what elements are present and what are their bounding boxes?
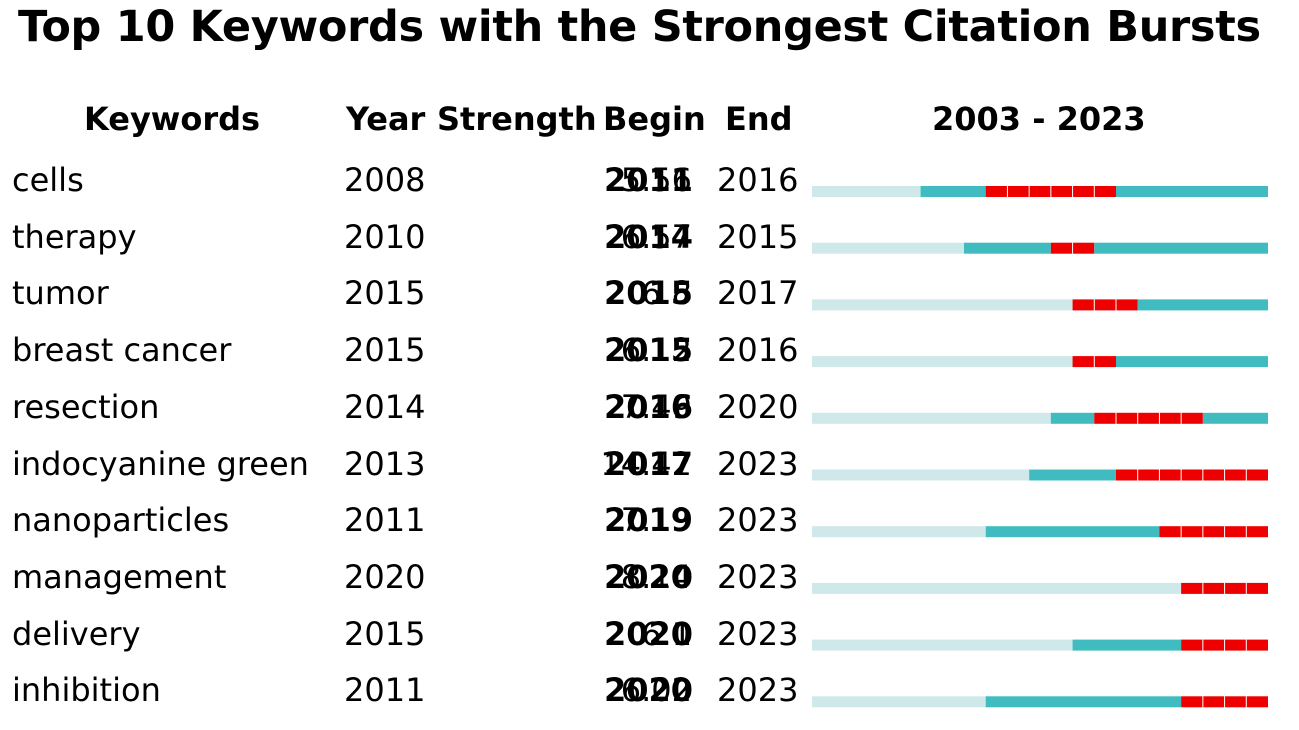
header-end: End [725, 100, 793, 138]
strength-cell: 7.49 [620, 387, 692, 426]
keyword-cell: delivery [12, 614, 141, 653]
strength-cell: 6.1 [641, 614, 692, 653]
end-cell: 2016 [717, 331, 799, 370]
begin-cell: 2015 [604, 274, 694, 313]
timeline-active-bar [1072, 639, 1182, 651]
strength-cell: 6.12 [620, 331, 692, 370]
end-cell: 2023 [717, 614, 799, 653]
timeline-inactive-bar [812, 412, 1051, 424]
strength-cell: 7.19 [620, 501, 692, 540]
header-year-range: 2003 - 2023 [932, 100, 1146, 138]
timeline-inactive-bar [812, 242, 964, 254]
keyword-cell: cells [12, 161, 84, 199]
timeline-active-bar [1050, 412, 1095, 424]
timeline-active-bar [964, 242, 1051, 254]
timeline-active-bar [1137, 299, 1268, 311]
timeline-inactive-bar [812, 299, 1073, 311]
year-cell: 2008 [344, 161, 426, 199]
end-cell: 2023 [717, 444, 799, 483]
strength-cell: 6.57 [620, 217, 692, 256]
begin-cell: 2020 [604, 614, 694, 653]
year-cell: 2010 [344, 217, 426, 256]
timeline-active-bar [985, 696, 1182, 708]
timeline-active-bar [985, 526, 1160, 538]
timeline-active-bar [1029, 469, 1116, 481]
keyword-cell: breast cancer [12, 331, 232, 370]
begin-cell: 2011 [604, 161, 694, 199]
burst-bar [1159, 526, 1268, 538]
year-cell: 2013 [344, 444, 426, 483]
keyword-cell: indocyanine green [12, 444, 309, 483]
strength-cell: 6.02 [620, 671, 692, 710]
keyword-cell: therapy [12, 217, 137, 256]
timeline-inactive-bar [812, 356, 1073, 368]
end-cell: 2020 [717, 387, 799, 426]
timeline-inactive-bar [812, 639, 1073, 651]
begin-cell: 2015 [604, 331, 694, 370]
timeline-active-bar [1094, 242, 1268, 254]
begin-cell: 2020 [604, 557, 694, 596]
begin-cell: 2016 [604, 387, 694, 426]
timeline-inactive-bar [812, 696, 986, 708]
keyword-cell: nanoparticles [12, 501, 230, 540]
year-cell: 2011 [344, 671, 426, 710]
year-cell: 2015 [344, 614, 426, 653]
begin-cell: 2017 [604, 444, 694, 483]
keyword-cell: management [12, 557, 227, 596]
year-cell: 2011 [344, 501, 426, 540]
header-begin: Begin [603, 100, 706, 138]
strength-cell: 14.42 [600, 444, 692, 483]
end-cell: 2016 [717, 161, 799, 199]
strength-cell: 5.56 [620, 161, 692, 199]
burst-bar [1116, 469, 1268, 481]
begin-cell: 2020 [604, 671, 694, 710]
begin-cell: 2014 [604, 217, 694, 256]
timeline-inactive-bar [812, 469, 1030, 481]
header-year: Year [346, 100, 426, 138]
chart-title: Top 10 Keywords with the Strongest Citat… [18, 2, 1261, 52]
timeline-inactive-bar [812, 186, 921, 197]
year-cell: 2015 [344, 274, 426, 313]
end-cell: 2023 [717, 501, 799, 540]
burst-bar [1072, 299, 1138, 311]
burst-bar [1094, 412, 1203, 424]
keyword-cell: resection [12, 387, 160, 426]
keyword-cell: inhibition [12, 671, 161, 710]
year-cell: 2015 [344, 331, 426, 370]
strength-cell: 6.8 [641, 274, 692, 313]
year-cell: 2014 [344, 387, 426, 426]
end-cell: 2015 [717, 217, 799, 256]
timeline-active-bar [1116, 356, 1268, 368]
header-keywords: Keywords [84, 100, 261, 138]
timeline-active-bar [1116, 186, 1268, 197]
timeline-inactive-bar [812, 582, 1182, 594]
begin-cell: 2019 [604, 501, 694, 540]
timeline-active-bar [1202, 412, 1268, 424]
end-cell: 2023 [717, 557, 799, 596]
header-strength: Strength [437, 100, 597, 138]
timeline-inactive-bar [812, 526, 986, 538]
year-cell: 2020 [344, 557, 426, 596]
keyword-cell: tumor [12, 274, 109, 313]
strength-cell: 8.14 [620, 557, 692, 596]
timeline-active-bar [920, 186, 986, 197]
end-cell: 2023 [717, 671, 799, 710]
end-cell: 2017 [717, 274, 799, 313]
